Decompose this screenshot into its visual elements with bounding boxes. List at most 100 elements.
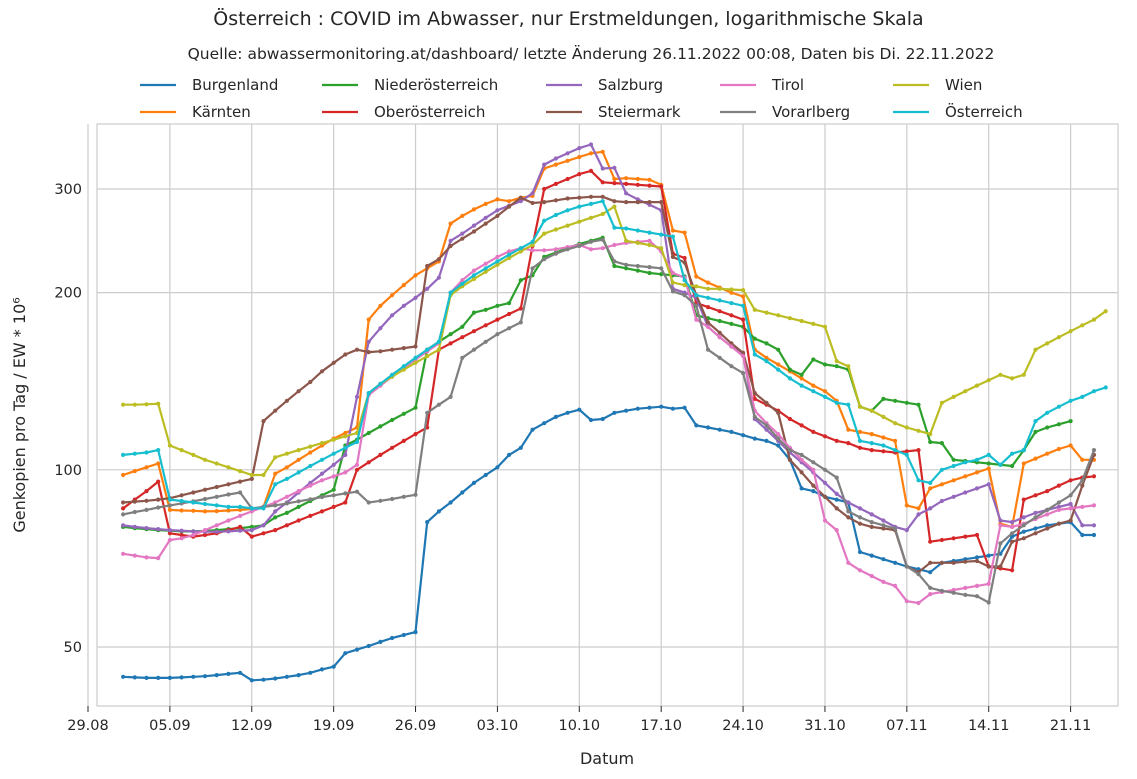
data-point <box>284 476 289 481</box>
data-point <box>495 254 500 259</box>
data-point <box>542 421 547 426</box>
data-point <box>1045 489 1050 494</box>
data-point <box>436 347 441 352</box>
data-point <box>1091 317 1097 322</box>
data-point <box>705 347 711 352</box>
data-point <box>846 509 851 514</box>
data-point <box>308 670 313 675</box>
data-point <box>273 408 278 413</box>
data-point <box>530 200 535 206</box>
data-point <box>553 227 559 232</box>
data-point <box>507 199 512 204</box>
data-point <box>963 490 968 495</box>
data-point <box>951 590 956 595</box>
data-point <box>694 317 699 322</box>
data-point <box>928 592 933 597</box>
data-point <box>401 494 406 499</box>
data-point <box>764 341 769 346</box>
data-point <box>401 367 406 372</box>
data-point <box>1010 463 1015 469</box>
data-point <box>776 410 781 415</box>
data-point <box>378 452 383 457</box>
data-point <box>284 494 289 499</box>
data-point <box>1068 443 1073 448</box>
data-point <box>588 168 594 173</box>
data-point <box>495 259 500 264</box>
data-point <box>659 200 664 205</box>
data-point <box>238 524 243 530</box>
data-point <box>542 162 547 167</box>
data-point <box>1068 419 1073 424</box>
data-point <box>167 503 172 508</box>
data-point <box>471 276 477 282</box>
data-point <box>308 450 313 455</box>
x-tick-label: 21.11 <box>1050 718 1092 734</box>
data-point <box>986 378 991 383</box>
data-point <box>612 176 617 182</box>
data-point <box>963 389 968 394</box>
data-point <box>869 448 874 453</box>
data-point <box>729 287 734 292</box>
data-point <box>986 581 991 587</box>
data-point <box>986 564 991 569</box>
data-point <box>495 303 500 308</box>
data-point <box>764 310 769 315</box>
data-point <box>226 504 231 509</box>
data-point <box>577 195 582 200</box>
data-point <box>635 228 640 233</box>
data-point <box>378 424 383 429</box>
data-point <box>1021 448 1026 453</box>
data-point <box>308 444 313 449</box>
data-point <box>939 560 945 565</box>
data-point <box>846 560 851 565</box>
data-point <box>1056 335 1061 340</box>
data-point <box>179 508 184 513</box>
data-point <box>366 430 371 436</box>
data-point <box>600 180 605 185</box>
data-point <box>1056 446 1061 452</box>
data-point <box>776 367 781 372</box>
x-tick-label: 17.10 <box>640 718 682 734</box>
data-point <box>916 512 921 517</box>
data-point <box>881 579 886 585</box>
data-point <box>881 526 886 531</box>
data-point <box>928 439 933 445</box>
data-point <box>1080 504 1085 509</box>
data-point <box>881 443 886 448</box>
data-point <box>226 529 231 534</box>
data-point <box>530 248 535 253</box>
data-point <box>635 176 640 182</box>
legend: Burgenland Kärnten Niederösterreich Oberöst… <box>140 76 1023 121</box>
data-point <box>659 272 664 277</box>
data-point <box>904 564 909 569</box>
data-point <box>612 181 617 186</box>
data-point <box>1091 523 1097 528</box>
data-point <box>366 339 371 344</box>
y-tick-label: 300 <box>54 182 82 198</box>
data-point <box>483 307 488 312</box>
data-point <box>682 260 687 265</box>
data-point <box>939 537 945 543</box>
data-point <box>343 445 348 450</box>
data-point <box>542 257 547 262</box>
data-point <box>1010 539 1015 544</box>
data-point <box>144 465 149 470</box>
data-point <box>284 465 289 470</box>
data-point <box>121 402 126 407</box>
data-point <box>226 671 231 677</box>
data-point <box>202 674 208 679</box>
data-point <box>296 518 301 523</box>
data-point <box>1068 506 1073 511</box>
data-point <box>857 568 863 573</box>
data-point <box>857 429 863 434</box>
data-point <box>893 421 898 426</box>
data-point <box>811 460 816 465</box>
data-point <box>998 541 1003 546</box>
data-point <box>857 521 863 526</box>
data-point <box>1080 478 1085 483</box>
data-point <box>1056 500 1061 505</box>
data-point <box>600 149 605 154</box>
data-point <box>600 237 605 242</box>
data-point <box>1045 451 1050 456</box>
data-point <box>471 310 477 315</box>
